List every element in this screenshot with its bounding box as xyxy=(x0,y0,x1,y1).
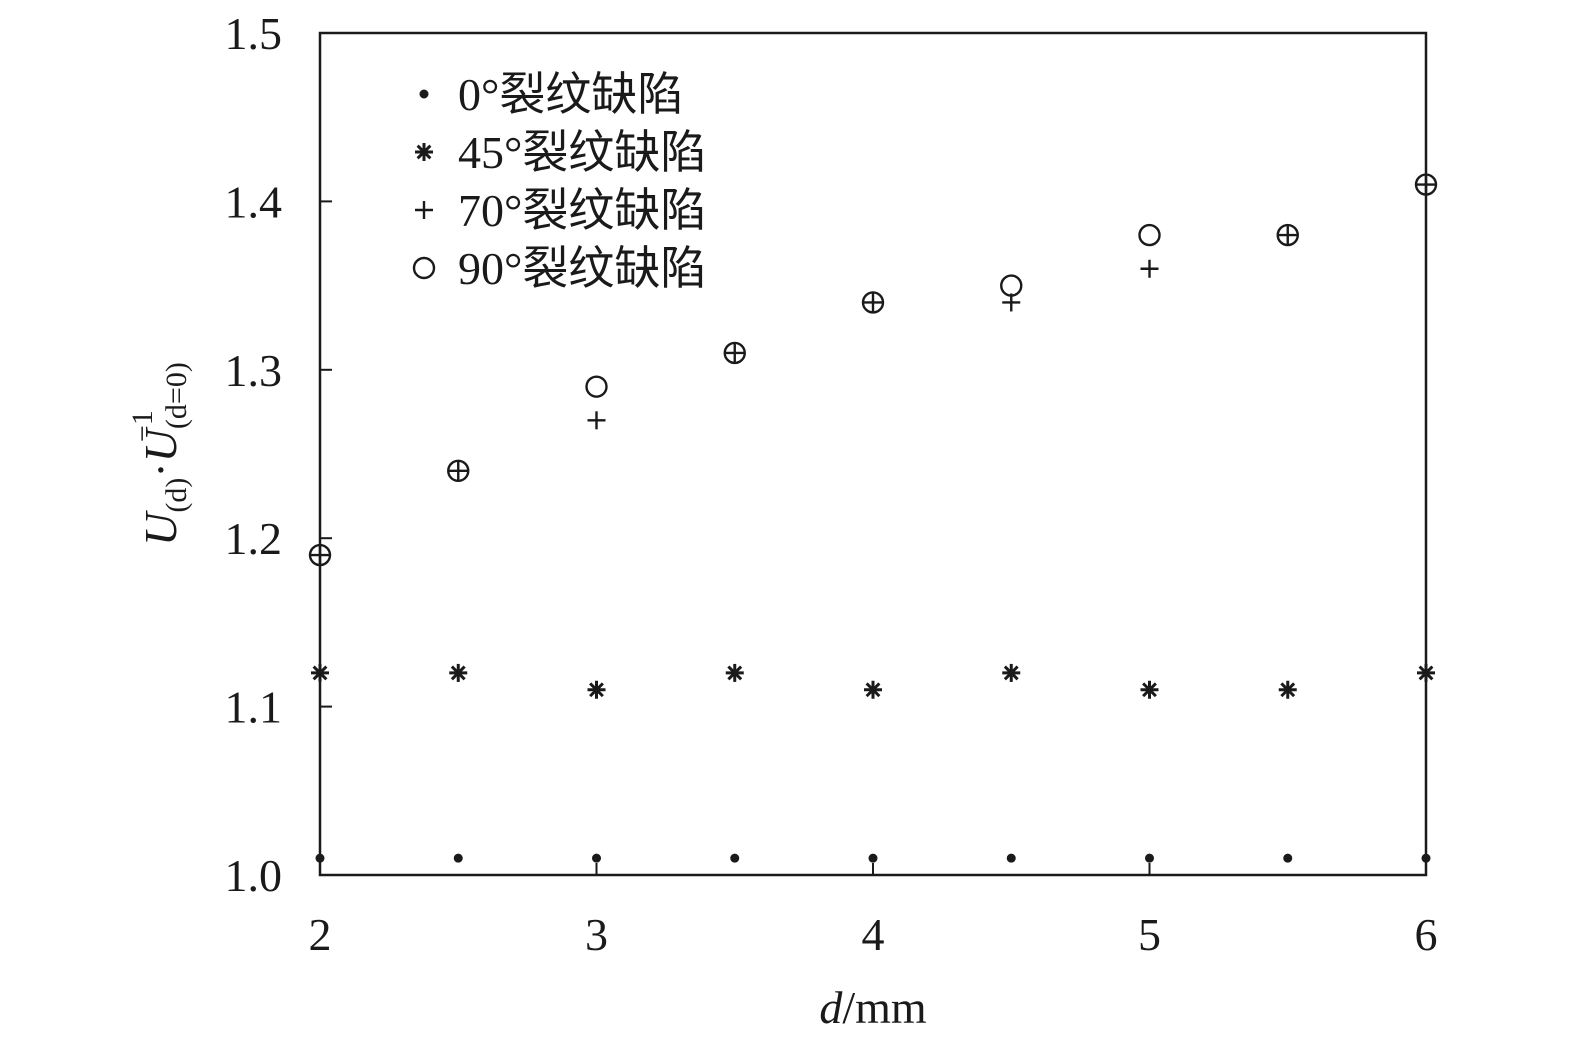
point-dot xyxy=(730,853,740,863)
legend-item: 0°裂纹缺陷 xyxy=(419,69,683,120)
x-tick-label: 4 xyxy=(862,909,885,960)
point-asterisk xyxy=(1140,680,1159,699)
point-circle xyxy=(1276,223,1299,247)
point-dot xyxy=(1283,853,1293,863)
x-tick-label: 2 xyxy=(309,909,332,960)
legend-marker-plus xyxy=(415,201,433,219)
point-circle xyxy=(308,543,332,567)
x-axis-title: d/mm xyxy=(819,982,927,1033)
x-tick-label: 5 xyxy=(1138,909,1161,960)
x-tick-label: 3 xyxy=(585,909,608,960)
point-circle xyxy=(1000,274,1023,297)
point-plus xyxy=(1417,175,1435,194)
point-plus xyxy=(725,343,744,362)
x-tick-label: 6 xyxy=(1415,909,1438,960)
point-asterisk xyxy=(1278,680,1297,699)
point-asterisk xyxy=(449,663,468,682)
y-tick-label: 1.5 xyxy=(225,8,283,59)
legend-item: 90°裂纹缺陷 xyxy=(412,243,706,294)
point-plus xyxy=(587,411,606,430)
point-circle xyxy=(723,341,746,365)
legend: 0°裂纹缺陷 45°裂纹缺陷 70°裂纹缺陷 90°裂纹缺陷 xyxy=(412,69,706,294)
point-circle xyxy=(861,291,885,314)
point-dot xyxy=(1421,853,1431,863)
point-plus xyxy=(1140,259,1159,278)
legend-item: 70°裂纹缺陷 xyxy=(415,185,706,236)
point-plus xyxy=(449,461,468,480)
point-asterisk xyxy=(311,663,329,682)
y-tick-label: 1.1 xyxy=(225,682,283,733)
legend-marker-asterisk xyxy=(415,143,433,161)
legend-label: 0°裂纹缺陷 xyxy=(458,69,683,120)
point-plus xyxy=(1278,226,1297,245)
point-circle xyxy=(1138,223,1161,247)
point-dot xyxy=(1006,853,1016,863)
point-dot xyxy=(315,853,325,863)
point-asterisk xyxy=(587,680,606,699)
point-circle xyxy=(1414,173,1438,196)
y-tick-label: 1.3 xyxy=(225,345,283,396)
y-tick-label: 1.0 xyxy=(225,850,283,901)
x-axis: 2 3 4 5 6 xyxy=(309,863,1438,960)
legend-label: 70°裂纹缺陷 xyxy=(458,185,706,236)
point-dot xyxy=(453,853,463,863)
y-axis: 1.0 1.1 1.2 1.3 1.4 1.5 xyxy=(225,8,332,901)
point-circle xyxy=(585,375,608,398)
point-plus xyxy=(864,293,882,312)
point-dot xyxy=(1145,853,1154,863)
point-asterisk xyxy=(725,663,744,682)
y-tick-label: 1.2 xyxy=(225,513,283,564)
point-dot xyxy=(592,853,601,863)
point-circle xyxy=(447,459,470,483)
point-plus xyxy=(311,546,329,565)
legend-marker-dot xyxy=(419,89,429,99)
legend-item: 45°裂纹缺陷 xyxy=(415,127,706,178)
legend-label: 90°裂纹缺陷 xyxy=(458,243,706,294)
legend-label: 45°裂纹缺陷 xyxy=(458,127,706,178)
point-dot xyxy=(868,853,878,863)
y-tick-label: 1.4 xyxy=(225,176,283,227)
point-asterisk xyxy=(1002,663,1021,682)
point-asterisk xyxy=(1417,663,1435,682)
point-asterisk xyxy=(864,680,882,699)
legend-marker-circle xyxy=(412,256,436,280)
data-points xyxy=(308,173,1438,863)
y-axis-title: U(d)·U(d=0)−1 xyxy=(126,362,193,546)
